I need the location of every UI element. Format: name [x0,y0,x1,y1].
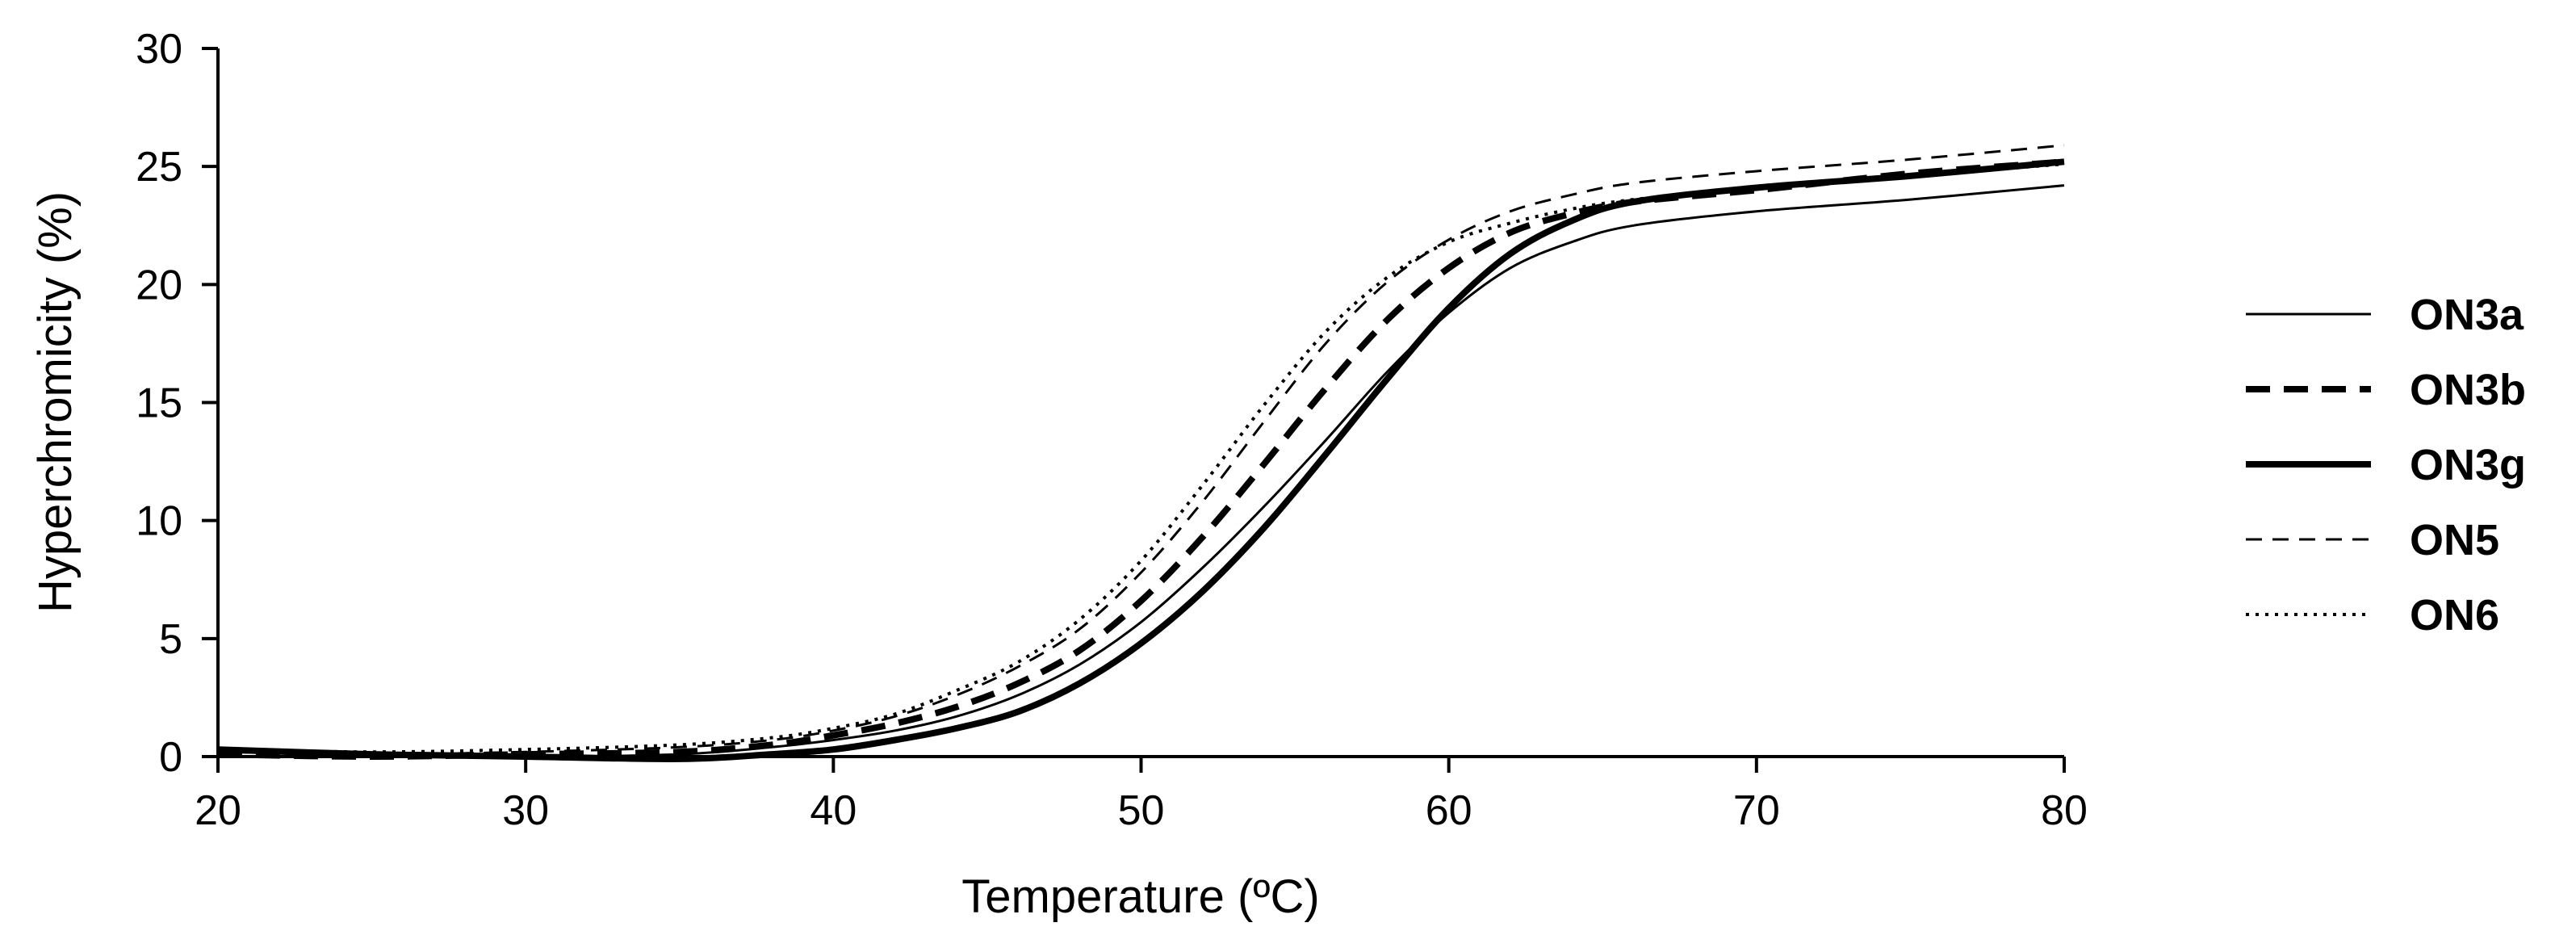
y-tick-label: 0 [159,734,182,781]
y-tick-label: 5 [159,616,182,663]
legend-label-on6: ON6 [2410,591,2499,640]
y-tick-label: 30 [136,26,182,73]
x-axis-title: Temperature (ºC) [961,870,1319,923]
x-tick-label: 80 [2041,787,2088,834]
y-axis-title: Hyperchromicity (%) [29,191,82,613]
y-tick-label: 15 [136,380,182,427]
series-line-on3b [217,158,2065,760]
y-tick-label: 20 [136,262,182,308]
x-ticks: 20 30 40 50 60 70 80 [195,757,2088,834]
x-tick-label: 40 [810,787,857,834]
x-tick-label: 50 [1118,787,1165,834]
series-line-on3a [217,184,2065,758]
series-line-on3g [217,158,2065,762]
y-tick-label: 25 [136,144,182,191]
series-line-on6 [217,162,2065,754]
x-tick-label: 20 [195,787,241,834]
y-tick-label: 10 [136,498,182,545]
x-tick-label: 30 [502,787,549,834]
x-tick-label: 70 [1733,787,1780,834]
legend-label-on3a: ON3a [2410,291,2524,339]
legend-label-on3b: ON3b [2410,366,2526,414]
legend-label-on3g: ON3g [2410,441,2526,489]
legend-label-on5: ON5 [2410,516,2499,564]
legend: ON3a ON3b ON3g ON5 ON6 [2246,291,2526,640]
x-tick-label: 60 [1426,787,1472,834]
series-line-on5 [217,144,2065,756]
plot-area [217,144,2065,762]
axes [216,48,2064,758]
y-ticks: 0 5 10 15 20 25 30 [136,26,218,781]
